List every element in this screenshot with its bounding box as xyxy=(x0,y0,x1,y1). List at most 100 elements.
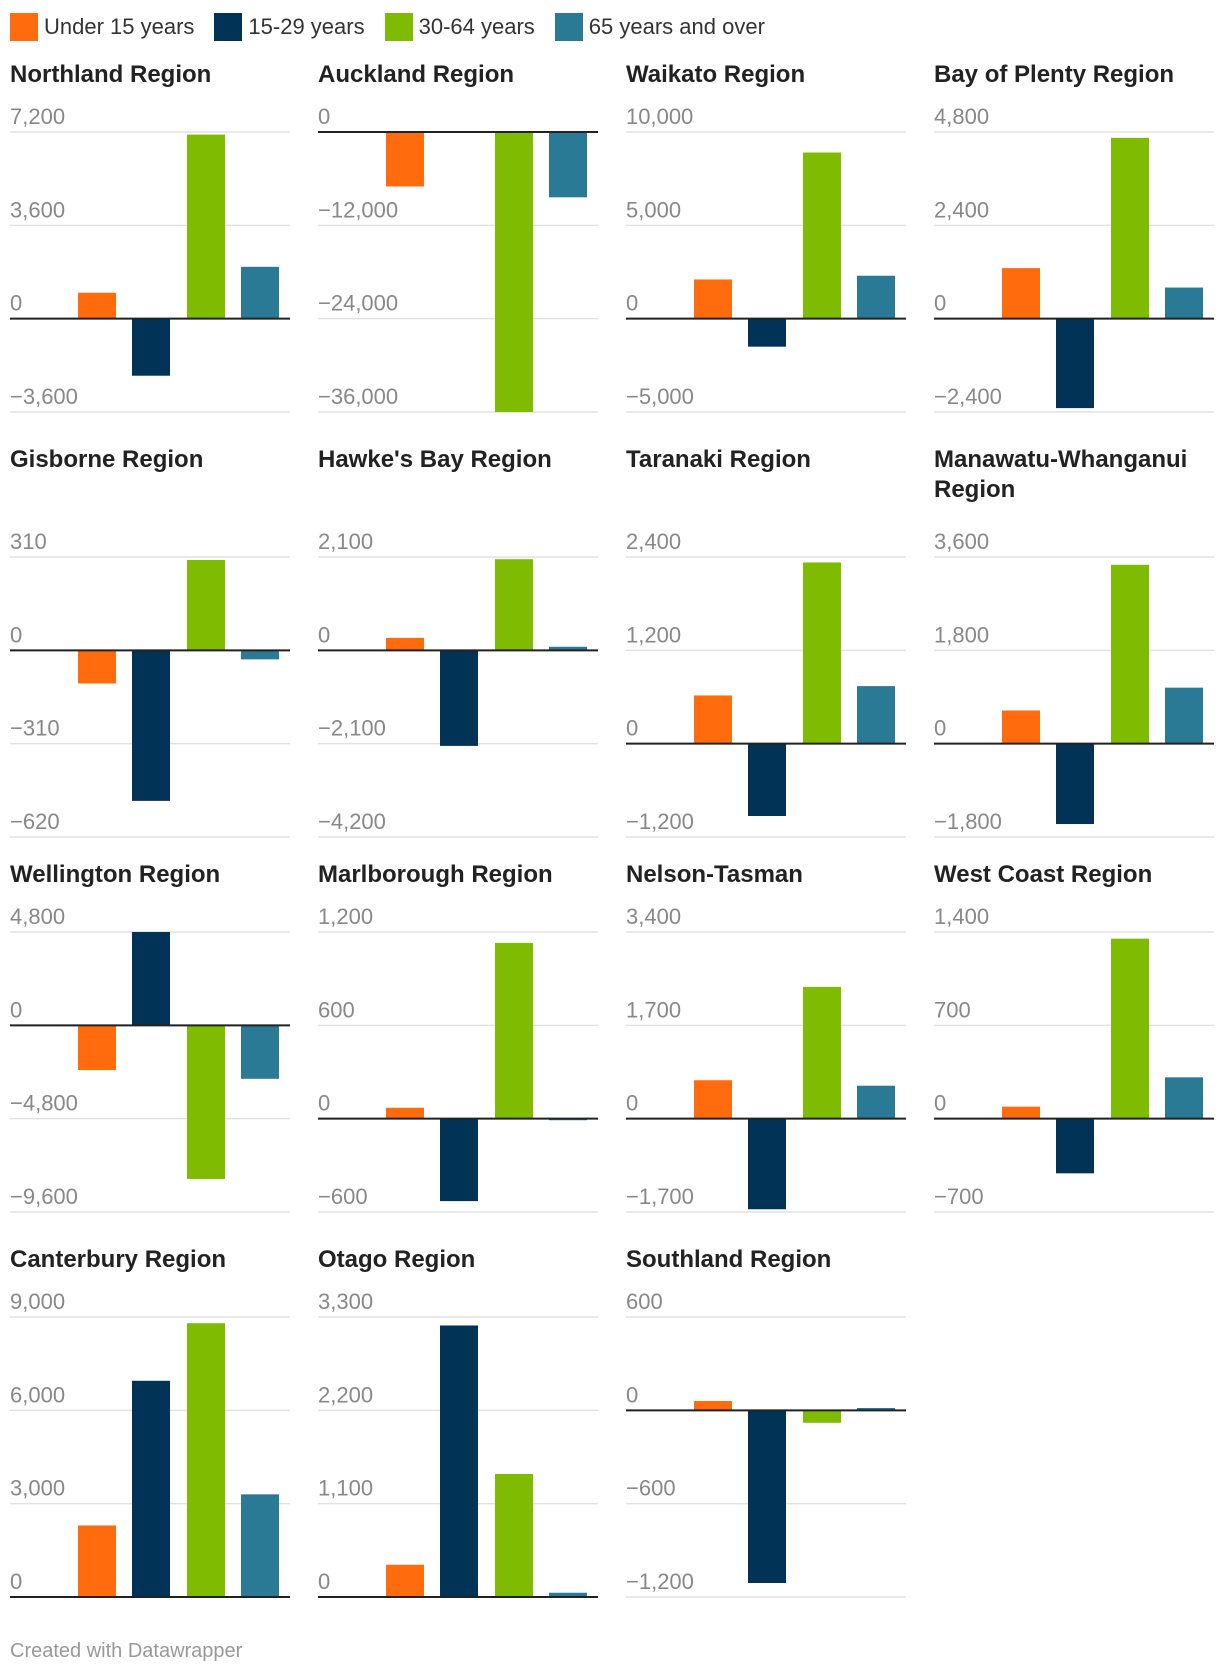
y-tick-label: 0 xyxy=(626,291,638,316)
bar-1[interactable] xyxy=(78,1525,116,1597)
bar-1[interactable] xyxy=(386,1564,424,1597)
bar-2[interactable] xyxy=(1056,743,1094,825)
bar-2[interactable] xyxy=(1056,318,1094,409)
bar-4[interactable] xyxy=(1165,1077,1203,1119)
bar-3[interactable] xyxy=(187,560,225,651)
chart-plot: 3,400 1,700 0 −1,700 xyxy=(626,904,906,1213)
legend-item-30-64[interactable]: 30-64 years xyxy=(384,13,535,41)
bar-1[interactable] xyxy=(78,650,116,684)
chart-title: West Coast Region xyxy=(934,861,1153,888)
bar-4[interactable] xyxy=(549,1592,587,1597)
bar-4[interactable] xyxy=(549,132,587,198)
bar-1[interactable] xyxy=(78,1025,116,1071)
y-tick-label: −24,000 xyxy=(318,291,398,316)
y-tick-label: 2,200 xyxy=(318,1382,373,1407)
y-tick-label: 1,700 xyxy=(626,997,681,1022)
y-tick-label: 0 xyxy=(10,1569,22,1594)
bar-1[interactable] xyxy=(1002,268,1040,319)
bar-3[interactable] xyxy=(1111,137,1149,319)
y-tick-label: 6,000 xyxy=(10,1382,65,1407)
chart-title: Southland Region xyxy=(626,1246,832,1273)
y-tick-label: 700 xyxy=(934,997,971,1022)
chart-panel: Marlborough Region 1,200 600 0 −600 xyxy=(318,860,598,1240)
y-tick-label: 3,600 xyxy=(934,529,989,554)
bar-4[interactable] xyxy=(549,646,587,651)
bar-1[interactable] xyxy=(386,1107,424,1119)
bar-1[interactable] xyxy=(694,279,732,319)
bar-2[interactable] xyxy=(132,932,170,1026)
chart-plot: 0 −12,000 −24,000 −36,000 xyxy=(318,104,598,413)
bar-2[interactable] xyxy=(440,1118,478,1202)
bar-1[interactable] xyxy=(386,132,424,187)
bar-4[interactable] xyxy=(241,1025,279,1079)
bar-2[interactable] xyxy=(440,650,478,746)
y-tick-label: 0 xyxy=(318,104,330,129)
bar-4[interactable] xyxy=(857,1085,895,1119)
bar-3[interactable] xyxy=(187,1025,225,1179)
bar-3[interactable] xyxy=(1111,938,1149,1119)
legend-item-15-29[interactable]: 15-29 years xyxy=(214,13,365,41)
bar-3[interactable] xyxy=(495,559,533,651)
legend-label: 15-29 years xyxy=(248,14,365,39)
legend-item-under-15[interactable]: Under 15 years xyxy=(10,13,194,41)
bar-4[interactable] xyxy=(857,275,895,319)
credit-text[interactable]: Created with Datawrapper xyxy=(10,1640,243,1662)
bar-1[interactable] xyxy=(694,1080,732,1119)
bar-3[interactable] xyxy=(803,1410,841,1423)
bar-2[interactable] xyxy=(748,743,786,816)
bar-1[interactable] xyxy=(386,637,424,651)
bar-3[interactable] xyxy=(187,134,225,319)
y-tick-label: −1,800 xyxy=(934,809,1002,834)
bar-3[interactable] xyxy=(803,152,841,319)
chart-panel: Northland Region 7,200 3,600 0 −3,600 xyxy=(10,60,290,440)
bar-2[interactable] xyxy=(748,318,786,347)
legend-item-65-over[interactable]: 65 years and over xyxy=(554,13,765,41)
y-tick-label: 3,300 xyxy=(318,1289,373,1314)
legend-swatch xyxy=(384,13,413,41)
chart-title: Canterbury Region xyxy=(10,1246,227,1273)
y-tick-label: −1,200 xyxy=(626,809,694,834)
bar-3[interactable] xyxy=(803,986,841,1119)
y-tick-label: −9,600 xyxy=(10,1184,78,1209)
bar-3[interactable] xyxy=(495,1473,533,1597)
y-tick-label: 1,800 xyxy=(934,622,989,647)
bar-2[interactable] xyxy=(440,1325,478,1597)
bar-2[interactable] xyxy=(132,650,170,801)
bar-4[interactable] xyxy=(241,650,279,660)
bar-1[interactable] xyxy=(694,1401,732,1411)
bar-1[interactable] xyxy=(694,695,732,744)
bar-2[interactable] xyxy=(132,318,170,376)
y-tick-label: 1,200 xyxy=(626,622,681,647)
chart-plot: 4,800 2,400 0 −2,400 xyxy=(934,104,1214,413)
bar-4[interactable] xyxy=(241,266,279,319)
bar-2[interactable] xyxy=(1056,1118,1094,1174)
bar-1[interactable] xyxy=(1002,710,1040,744)
chart-plot: 3,300 2,200 1,100 0 xyxy=(318,1289,598,1598)
bar-3[interactable] xyxy=(803,562,841,744)
bar-1[interactable] xyxy=(1002,1106,1040,1119)
bar-4[interactable] xyxy=(1165,687,1203,744)
y-tick-label: 0 xyxy=(318,1091,330,1116)
y-tick-label: −1,200 xyxy=(626,1569,694,1594)
y-tick-label: 4,800 xyxy=(10,904,65,929)
bar-1[interactable] xyxy=(78,292,116,319)
chart-title: Taranaki Region xyxy=(626,446,811,473)
bar-2[interactable] xyxy=(132,1380,170,1597)
bar-3[interactable] xyxy=(495,132,533,412)
bar-3[interactable] xyxy=(187,1323,225,1597)
y-tick-label: 0 xyxy=(626,716,638,741)
bar-4[interactable] xyxy=(857,1408,895,1411)
y-tick-label: 310 xyxy=(10,529,47,554)
chart-plot: 2,100 0 −2,100 −4,200 xyxy=(318,529,598,838)
bar-3[interactable] xyxy=(1111,564,1149,744)
bar-2[interactable] xyxy=(748,1118,786,1210)
y-tick-label: −4,800 xyxy=(10,1091,78,1116)
bar-4[interactable] xyxy=(857,686,895,744)
bar-2[interactable] xyxy=(748,1410,786,1583)
chart-panel: Wellington Region 4,800 0 −4,800 −9,600 xyxy=(10,860,290,1240)
legend-label: 65 years and over xyxy=(588,14,765,39)
bar-3[interactable] xyxy=(495,942,533,1119)
y-tick-label: 1,400 xyxy=(934,904,989,929)
bar-4[interactable] xyxy=(1165,287,1203,319)
bar-4[interactable] xyxy=(241,1494,279,1597)
